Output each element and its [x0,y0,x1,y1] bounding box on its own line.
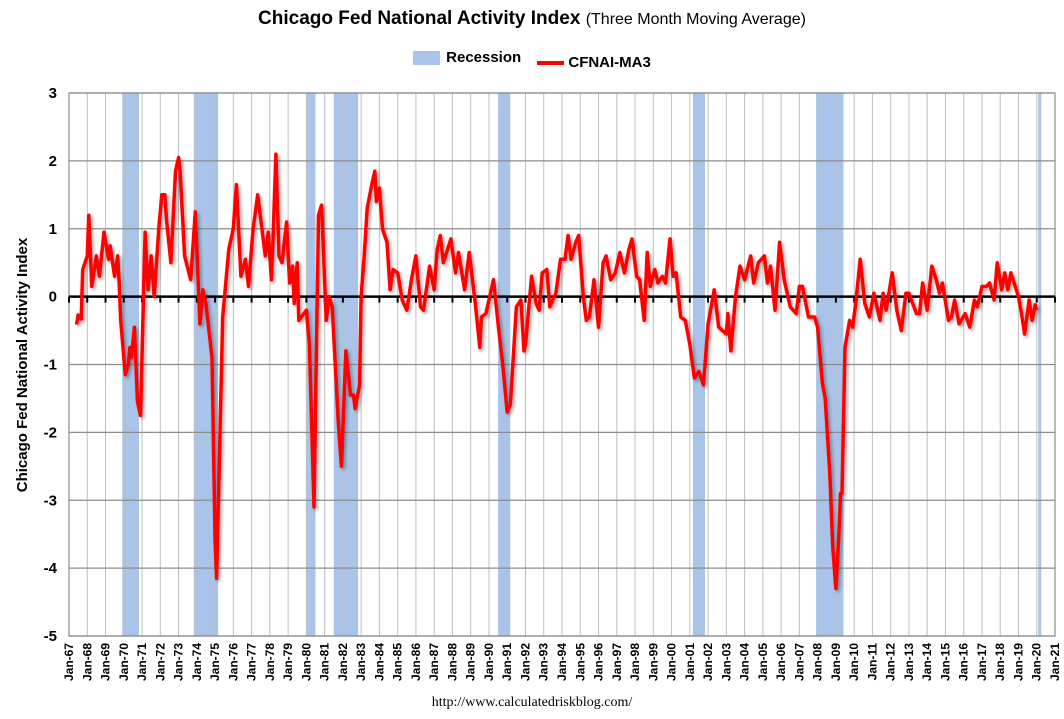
x-tick-label: Jan-68 [80,643,94,681]
x-tick-label: Jan-13 [902,643,916,681]
x-tick-label: Jan-93 [537,643,551,681]
x-tick-label: Jan-70 [117,643,131,681]
x-tick-label: Jan-78 [263,643,277,681]
source-url: http://www.calculatedriskblog.com/ [431,695,633,710]
x-tick-label: Jan-74 [190,643,204,681]
x-tick-label: Jan-16 [957,643,971,681]
y-tick-label: -2 [44,424,57,441]
x-tick-label: Jan-07 [792,643,806,681]
x-tick-label: Jan-02 [701,643,715,681]
x-tick-label: Jan-69 [99,643,113,681]
x-tick-label: Jan-77 [245,643,259,681]
x-tick-label: Jan-75 [208,643,222,681]
x-tick-label: Jan-10 [847,643,861,681]
plot-border [68,92,1056,637]
x-tick-label: Jan-79 [281,643,295,681]
x-tick-label: Jan-76 [226,643,240,681]
x-tick-label: Jan-00 [665,643,679,681]
x-tick-label: Jan-86 [409,643,423,681]
x-tick-label: Jan-19 [1011,643,1025,681]
x-tick-label: Jan-67 [62,643,76,681]
x-tick-label: Jan-04 [738,643,752,681]
x-tick-label: Jan-94 [555,643,569,681]
x-tick-label: Jan-21 [1048,643,1062,681]
y-tick-label: 3 [49,85,57,102]
chart-subtitle: (Three Month Moving Average) [585,11,806,28]
x-tick-label: Jan-92 [518,643,532,681]
x-tick-label: Jan-73 [172,643,186,681]
y-tick-label: 0 [49,289,57,306]
y-tick-label: 1 [49,221,57,238]
x-tick-label: Jan-85 [391,643,405,681]
x-tick-label: Jan-20 [1030,643,1044,681]
x-tick-label: Jan-87 [427,643,441,681]
y-axis-label: Chicago Fed National Activity Index [14,237,31,492]
x-tick-label: Jan-95 [573,643,587,681]
y-tick-label: -1 [44,357,57,374]
legend-item-series: CFNAI-MA3 [537,54,651,71]
x-tick-label: Jan-90 [482,643,496,681]
x-tick-label: Jan-91 [500,643,514,681]
x-tick-label: Jan-84 [372,643,386,681]
x-tick-label: Jan-08 [811,643,825,681]
x-tick-label: Jan-11 [865,643,879,681]
x-tick-label: Jan-12 [884,643,898,681]
x-tick-label: Jan-89 [464,643,478,681]
x-tick-label: Jan-80 [299,643,313,681]
x-tick-label: Jan-09 [829,643,843,681]
x-tick-label: Jan-96 [592,643,606,681]
x-tick-label: Jan-72 [153,643,167,681]
x-tick-label: Jan-05 [756,643,770,681]
series-line-cfnai-ma3 [74,152,1039,591]
x-tick-label: Jan-97 [610,643,624,681]
legend-label-recession: Recession [446,49,522,66]
y-tick-label: -4 [44,560,58,577]
x-tick-label: Jan-18 [993,643,1007,681]
x-tick-label: Jan-71 [135,643,149,681]
x-tick-label: Jan-83 [354,643,368,681]
y-tick-label: -5 [44,628,57,645]
chart-title: Chicago Fed National Activity Index (Thr… [0,8,1064,30]
x-tick-label: Jan-06 [774,643,788,681]
x-tick-label: Jan-98 [628,643,642,681]
legend-label-series: CFNAI-MA3 [568,54,651,71]
x-tick-label: Jan-82 [336,643,350,681]
x-tick-label: Jan-03 [719,643,733,681]
x-tick-label: Jan-01 [683,643,697,681]
x-tick-label: Jan-81 [318,643,332,681]
legend-swatch-recession [413,50,441,65]
chart-title-main: Chicago Fed National Activity Index [258,8,581,29]
x-tick-label: Jan-99 [646,643,660,681]
x-tick-label: Jan-15 [938,643,952,681]
x-tick-label: Jan-88 [445,643,459,681]
x-tick-label: Jan-14 [920,643,934,681]
y-tick-label: -3 [44,492,57,509]
legend-swatch-series [537,60,565,65]
legend: Recession CFNAI-MA3 [0,49,1064,71]
y-tick-label: 2 [49,153,57,170]
x-tick-label: Jan-17 [975,643,989,681]
legend-item-recession: Recession [413,49,521,66]
